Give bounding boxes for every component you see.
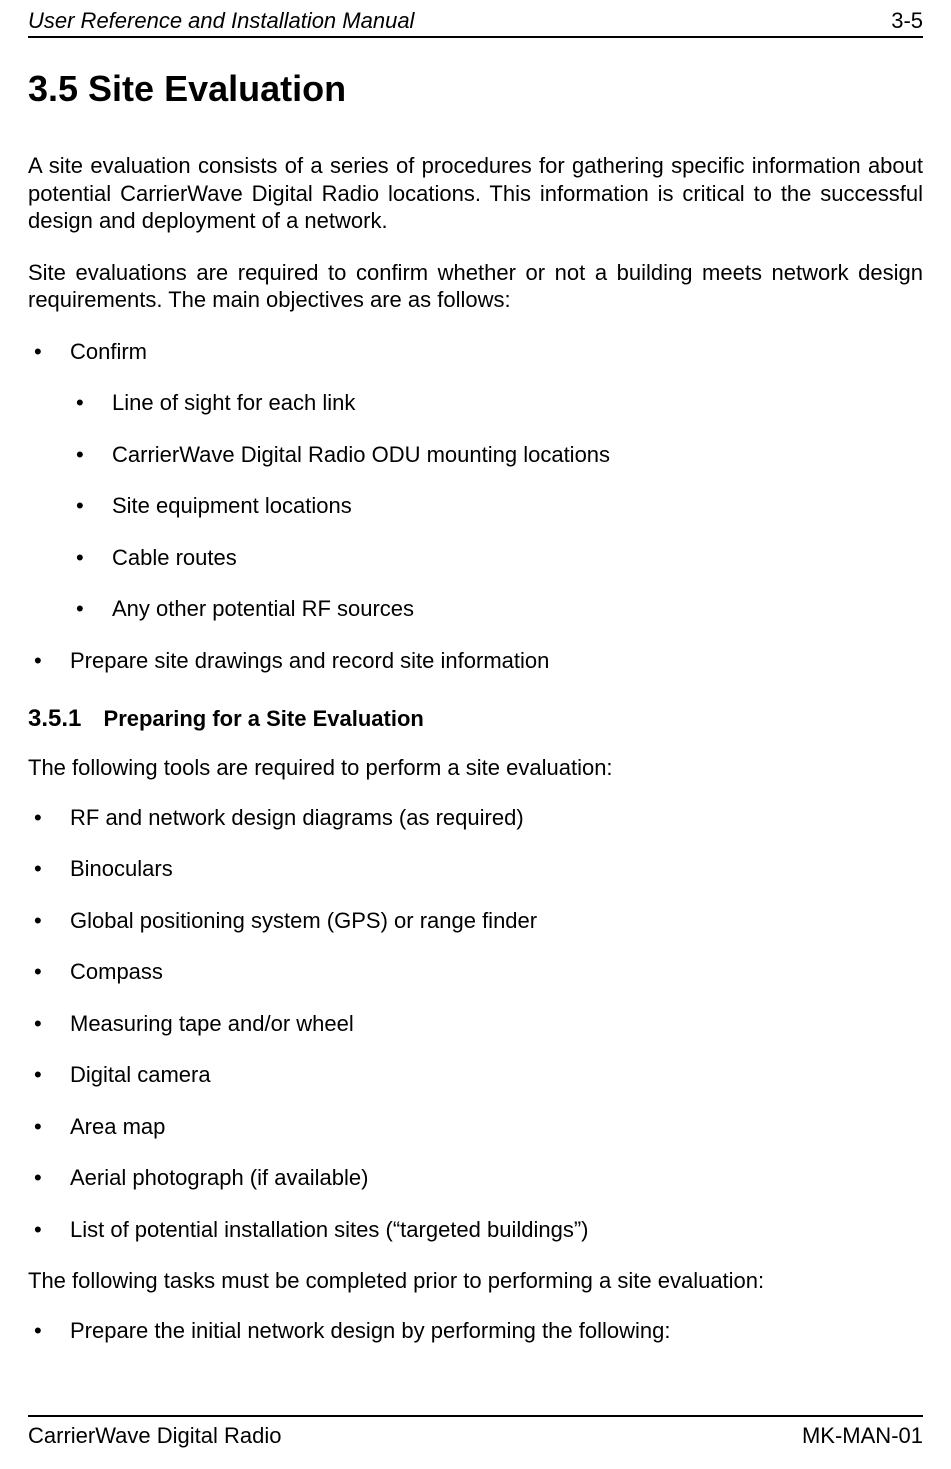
body-content: A site evaluation consists of a series o… <box>28 152 923 1415</box>
header-left: User Reference and Installation Manual <box>28 8 414 34</box>
tools-intro: The following tools are required to perf… <box>28 754 923 782</box>
list-item-label: Measuring tape and/or wheel <box>70 1011 354 1036</box>
footer-right: MK-MAN-01 <box>802 1423 923 1449</box>
page-footer: CarrierWave Digital Radio MK-MAN-01 <box>28 1415 923 1449</box>
list-item: Prepare site drawings and record site in… <box>28 647 923 675</box>
list-item: Compass <box>28 958 923 986</box>
confirm-sublist: Line of sight for each link CarrierWave … <box>70 389 923 623</box>
subsection-title: Preparing for a Site Evaluation <box>104 706 424 731</box>
list-item: Area map <box>28 1113 923 1141</box>
page-header: User Reference and Installation Manual 3… <box>28 8 923 38</box>
list-item: Prepare the initial network design by pe… <box>28 1317 923 1345</box>
section-title: 3.5 Site Evaluation <box>28 68 923 110</box>
list-item: Line of sight for each link <box>70 389 923 417</box>
list-item: Any other potential RF sources <box>70 595 923 623</box>
list-item-label: Compass <box>70 959 163 984</box>
list-item-label: Any other potential RF sources <box>112 596 414 621</box>
list-item: List of potential installation sites (“t… <box>28 1216 923 1244</box>
list-item-label: Site equipment locations <box>112 493 352 518</box>
list-item: Measuring tape and/or wheel <box>28 1010 923 1038</box>
list-item-label: Cable routes <box>112 545 237 570</box>
list-item: RF and network design diagrams (as requi… <box>28 804 923 832</box>
list-item-label: CarrierWave Digital Radio ODU mounting l… <box>112 442 610 467</box>
list-item-label: List of potential installation sites (“t… <box>70 1217 589 1242</box>
tasks-list: Prepare the initial network design by pe… <box>28 1317 923 1345</box>
list-item: Site equipment locations <box>70 492 923 520</box>
footer-left: CarrierWave Digital Radio <box>28 1423 281 1449</box>
list-item-label: Prepare the initial network design by pe… <box>70 1318 670 1343</box>
header-page-number: 3-5 <box>891 8 923 34</box>
tools-list: RF and network design diagrams (as requi… <box>28 804 923 1244</box>
list-item-label: RF and network design diagrams (as requi… <box>70 805 524 830</box>
list-item: Binoculars <box>28 855 923 883</box>
subsection-heading: 3.5.1 Preparing for a Site Evaluation <box>28 704 923 734</box>
tasks-intro: The following tasks must be completed pr… <box>28 1267 923 1295</box>
list-item: Global positioning system (GPS) or range… <box>28 907 923 935</box>
objectives-list: Confirm Line of sight for each link Carr… <box>28 338 923 675</box>
list-item: Aerial photograph (if available) <box>28 1164 923 1192</box>
list-item-label: Confirm <box>70 339 147 364</box>
list-item: CarrierWave Digital Radio ODU mounting l… <box>70 441 923 469</box>
list-item: Cable routes <box>70 544 923 572</box>
intro-paragraph: Site evaluations are required to confirm… <box>28 259 923 314</box>
list-item-label: Digital camera <box>70 1062 211 1087</box>
list-item-label: Prepare site drawings and record site in… <box>70 648 549 673</box>
list-item: Digital camera <box>28 1061 923 1089</box>
intro-paragraph: A site evaluation consists of a series o… <box>28 152 923 235</box>
list-item-label: Line of sight for each link <box>112 390 355 415</box>
subsection-number: 3.5.1 <box>28 705 81 732</box>
list-item-label: Aerial photograph (if available) <box>70 1165 368 1190</box>
list-item-label: Binoculars <box>70 856 173 881</box>
list-item-label: Global positioning system (GPS) or range… <box>70 908 537 933</box>
list-item-label: Area map <box>70 1114 165 1139</box>
list-item: Confirm Line of sight for each link Carr… <box>28 338 923 623</box>
